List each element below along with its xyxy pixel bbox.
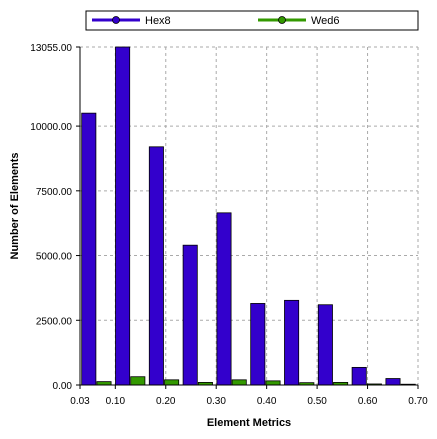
bar-wed6: [164, 379, 180, 386]
y-tick-label: 10000.00: [30, 122, 72, 133]
x-tick-label: 0.50: [307, 396, 327, 407]
bar-hex8: [250, 303, 266, 386]
bar-wed6: [231, 379, 247, 386]
x-axis-label: Element Metrics: [207, 417, 291, 429]
y-tick-label: 7500.00: [36, 187, 73, 198]
legend-label-wed6: Wed6: [311, 15, 340, 27]
bar-wed6: [265, 380, 281, 386]
y-tick-label: 0.00: [53, 381, 73, 392]
legend-box: [85, 10, 419, 31]
bar-hex8: [148, 146, 164, 386]
ticks: 0.00 2500.00 5000.00 7500.00 10000.00 13055.0…: [30, 43, 428, 407]
bar-hex8: [115, 46, 131, 386]
legend: Hex8 Wed6: [85, 10, 419, 31]
x-tick-label: 0.70: [408, 396, 428, 407]
y-tick-label: 2500.00: [36, 316, 73, 327]
x-tick-label: 0.60: [358, 396, 378, 407]
axes: [79, 47, 418, 386]
legend-marker-hex8: [112, 16, 120, 24]
bar-wed6: [130, 376, 146, 386]
bar-wed6: [96, 381, 112, 386]
bar-hex8: [81, 112, 97, 386]
y-tick-label: 5000.00: [36, 252, 73, 263]
bars: [81, 46, 416, 386]
x-tick-label: 0.20: [156, 396, 176, 407]
x-tick-label: 0.40: [257, 396, 277, 407]
x-tick-label: 0.03: [70, 396, 90, 407]
x-tick-label: 0.30: [206, 396, 226, 407]
bar-hex8: [284, 299, 300, 386]
plot-area: [80, 47, 418, 385]
x-tick-label: 0.10: [106, 396, 126, 407]
bar-hex8: [385, 378, 401, 386]
bar-hex8: [182, 244, 198, 386]
y-axis-label: Number of Elements: [9, 153, 21, 260]
bar-hex8: [216, 212, 232, 386]
bar-hex8: [317, 304, 333, 386]
y-tick-label: 13055.00: [30, 43, 72, 54]
legend-label-hex8: Hex8: [145, 15, 171, 27]
legend-marker-wed6: [278, 16, 286, 24]
grid: [80, 46, 419, 385]
bar-hex8: [351, 366, 367, 386]
